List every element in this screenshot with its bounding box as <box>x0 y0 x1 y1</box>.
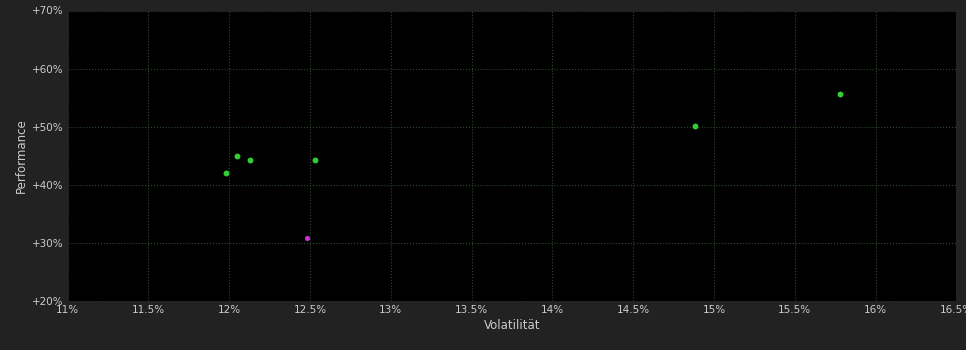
Point <box>687 123 702 128</box>
Point <box>230 153 245 159</box>
Point <box>299 236 315 241</box>
Y-axis label: Performance: Performance <box>14 118 28 193</box>
Point <box>307 158 323 163</box>
Point <box>242 158 258 163</box>
X-axis label: Volatilität: Volatilität <box>484 319 540 332</box>
Point <box>833 91 848 96</box>
Point <box>218 170 234 176</box>
